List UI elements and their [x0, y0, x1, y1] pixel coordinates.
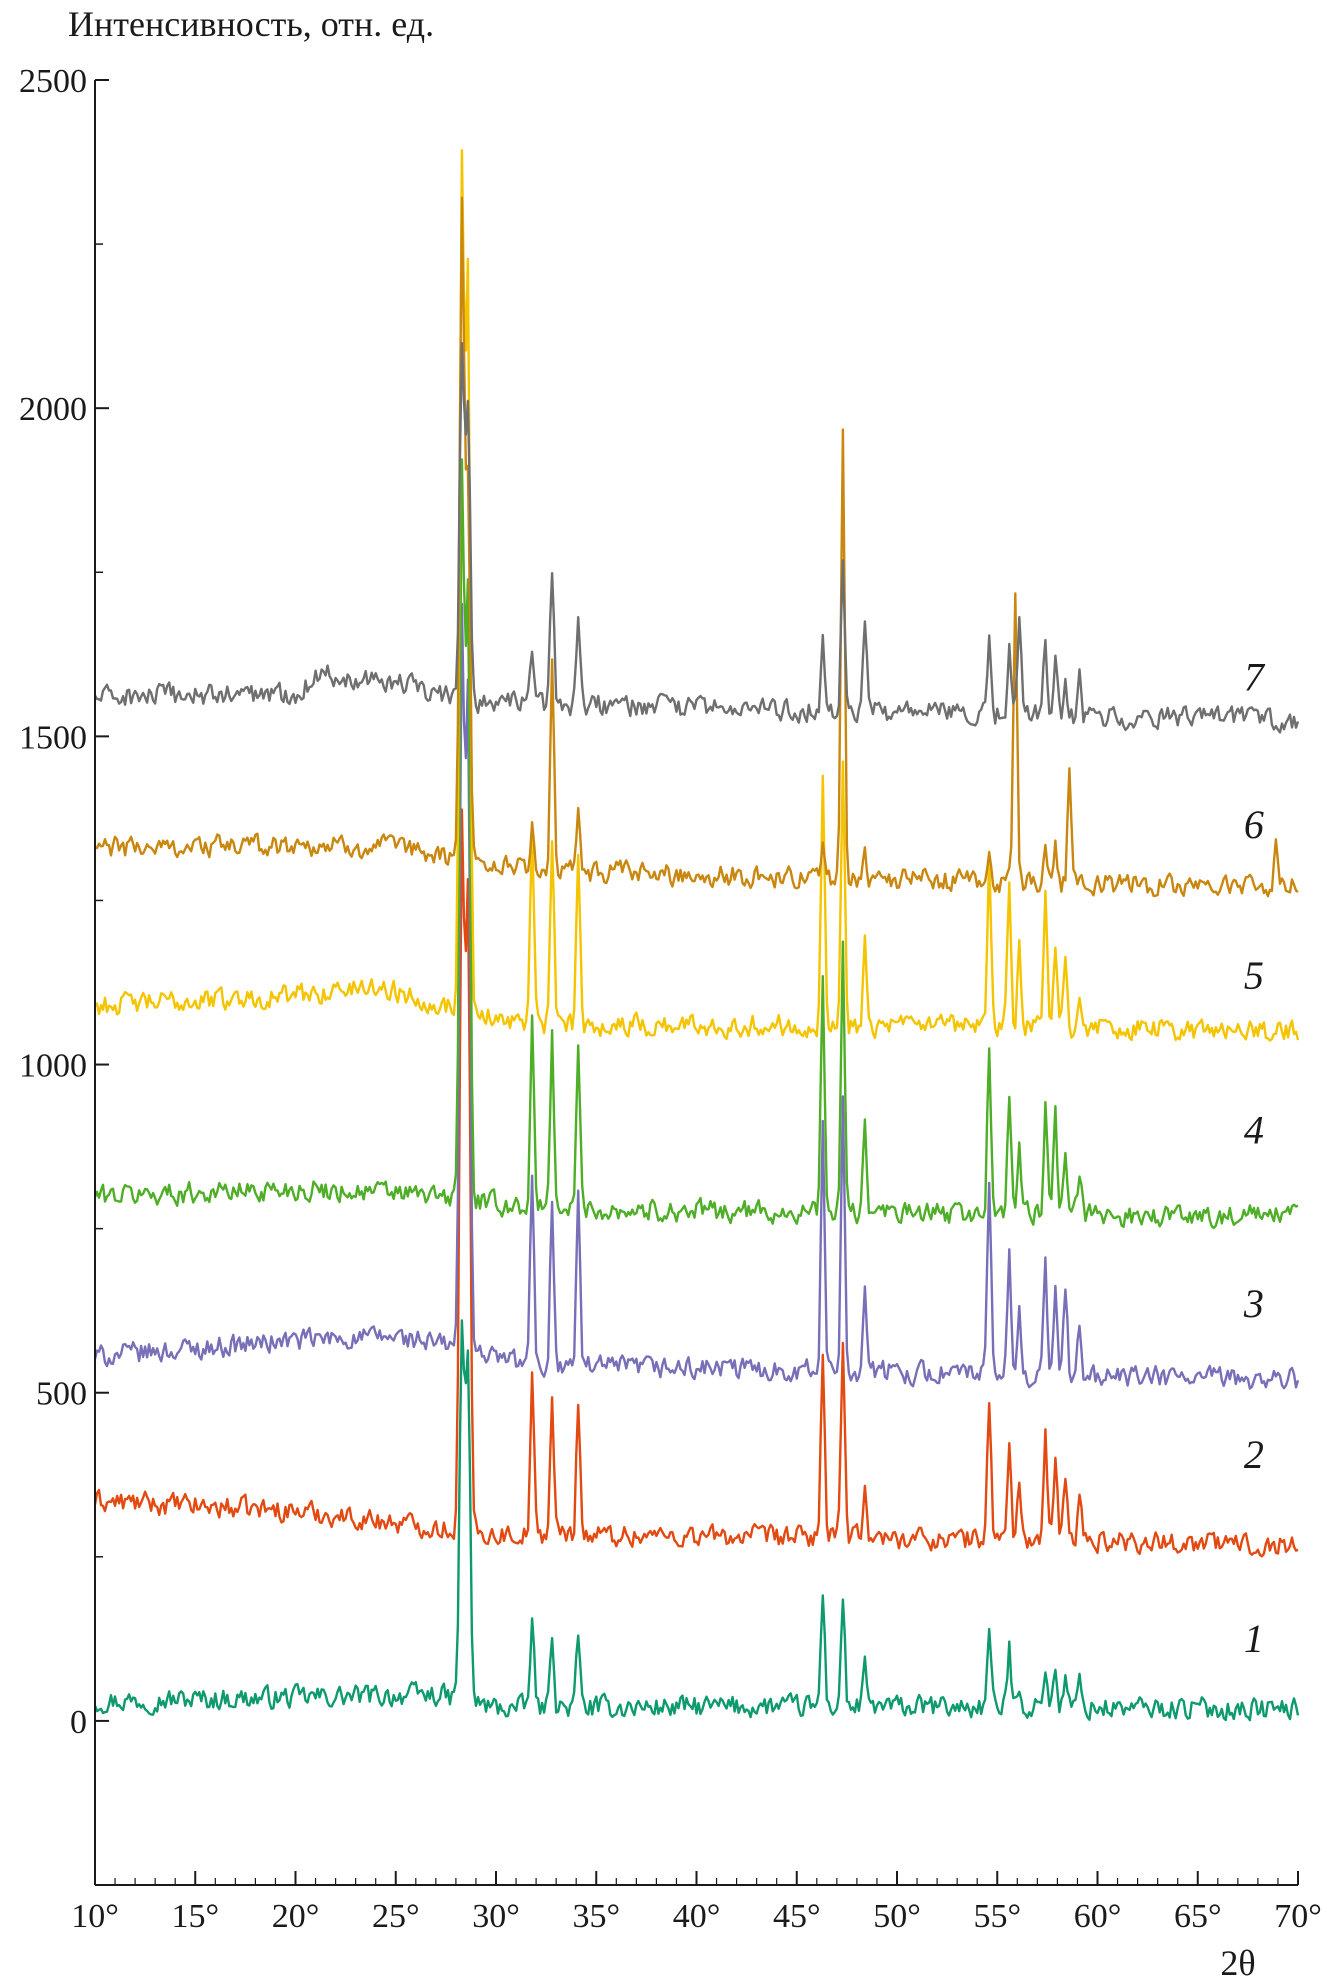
- y-tick-label: 2000: [19, 391, 87, 428]
- x-tick-label: 70°: [1274, 1898, 1322, 1935]
- plot-area: [93, 149, 1300, 1722]
- x-tick-label: 25°: [372, 1898, 420, 1935]
- series-line-2: [93, 808, 1299, 1558]
- curve-labels: 1 2 3 4 5 6 7: [1243, 654, 1266, 1661]
- curve-label-7: 7: [1244, 654, 1266, 699]
- y-tick-label: 1500: [19, 719, 87, 756]
- x-tick-label: 55°: [973, 1898, 1021, 1935]
- series-line-3: [93, 602, 1300, 1390]
- y-tick-label: 1000: [19, 1048, 87, 1085]
- x-tick-label: 15°: [171, 1898, 219, 1935]
- y-tick-label: 2500: [19, 63, 87, 100]
- curve-label-1: 1: [1244, 1616, 1264, 1661]
- curve-label-4: 4: [1244, 1107, 1264, 1152]
- x-tick-label: 30°: [472, 1898, 520, 1935]
- axes: [94, 79, 1299, 1886]
- x-tick-label: 65°: [1174, 1898, 1222, 1935]
- series-line-7: [93, 342, 1300, 734]
- curve-label-5: 5: [1244, 953, 1264, 998]
- x-tick-label: 60°: [1074, 1898, 1122, 1935]
- x-tick-label: 35°: [572, 1898, 620, 1935]
- series-line-1: [93, 1319, 1300, 1722]
- x-axis-title: 2θ: [1220, 1943, 1255, 1983]
- curve-label-3: 3: [1243, 1281, 1264, 1326]
- y-axis-title: Интенсивность, отн. ед.: [68, 4, 434, 44]
- series-line-6: [94, 196, 1299, 898]
- x-tick-label: 20°: [272, 1898, 320, 1935]
- x-tick-label: 50°: [873, 1898, 921, 1935]
- y-tick-label: 500: [36, 1376, 87, 1413]
- y-tick-label: 0: [70, 1704, 87, 1741]
- curve-label-2: 2: [1244, 1432, 1264, 1477]
- curve-label-6: 6: [1244, 802, 1264, 847]
- series-line-5: [94, 149, 1300, 1042]
- series-line-4: [93, 458, 1299, 1230]
- x-tick-label: 40°: [673, 1898, 721, 1935]
- x-tick-label: 45°: [773, 1898, 821, 1935]
- x-tick-label: 10°: [71, 1898, 119, 1935]
- tick-labels: 0 500 1000 1500 2000 2500 10° 15° 20° 25° 30° 35° 40…: [19, 63, 1322, 1935]
